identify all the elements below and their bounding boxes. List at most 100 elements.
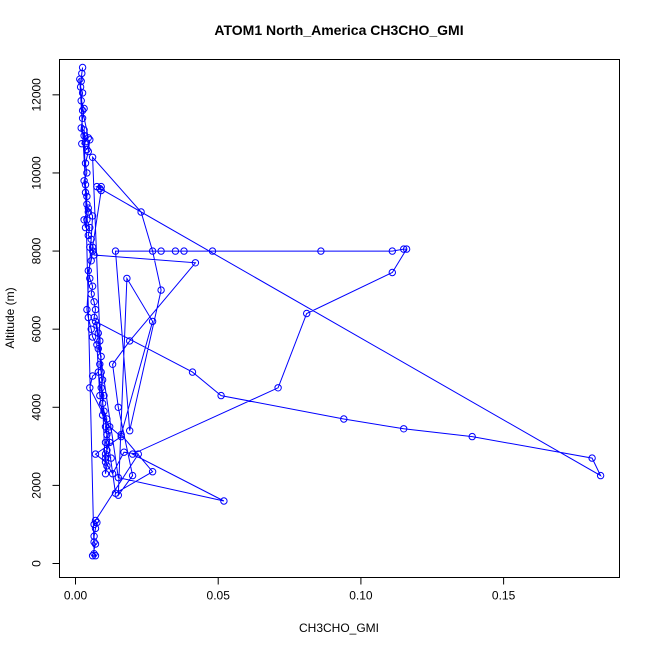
data-point xyxy=(101,470,110,478)
data-point xyxy=(94,368,103,376)
data-point xyxy=(88,282,97,290)
data-point xyxy=(83,216,91,224)
data-point xyxy=(208,247,217,255)
data-point xyxy=(128,450,137,458)
data-point xyxy=(84,266,93,275)
chart-title: ATOM1 North_America CH3CHO_GMI xyxy=(214,22,463,38)
data-point xyxy=(90,313,98,322)
data-point xyxy=(94,345,103,353)
data-point xyxy=(103,446,111,454)
data-point xyxy=(83,200,91,208)
x-tick-label: 0.05 xyxy=(207,589,231,603)
data-point xyxy=(81,159,90,167)
y-tick-label: 2000 xyxy=(30,472,44,499)
data-point xyxy=(303,309,311,318)
data-point xyxy=(400,245,408,253)
data-point xyxy=(84,147,93,156)
data-point xyxy=(90,298,98,306)
data-point xyxy=(83,145,91,154)
data-point xyxy=(91,524,100,533)
data-point xyxy=(97,368,105,376)
data-point xyxy=(100,391,108,400)
data-point xyxy=(98,376,107,384)
data-point xyxy=(103,462,111,470)
data-point xyxy=(96,391,104,400)
y-tick-label: 6000 xyxy=(30,315,44,342)
data-point xyxy=(123,274,131,283)
data-point xyxy=(78,106,87,115)
data-point xyxy=(88,372,97,380)
data-point xyxy=(101,438,110,447)
data-point xyxy=(180,247,188,255)
data-point xyxy=(217,391,225,400)
data-point xyxy=(104,427,113,435)
data-point xyxy=(98,399,107,408)
x-axis: 0.00 0.05 0.10 0.15 xyxy=(64,577,516,603)
data-point xyxy=(86,274,94,283)
data-point xyxy=(340,415,348,423)
data-point xyxy=(126,337,134,345)
data-point xyxy=(86,384,94,392)
data-point xyxy=(88,243,97,251)
data-point xyxy=(88,212,97,220)
data-point xyxy=(274,384,282,392)
data-point xyxy=(93,321,101,329)
data-point xyxy=(88,333,97,341)
data-point xyxy=(126,427,134,435)
data-point xyxy=(596,471,605,480)
data-point xyxy=(78,89,87,97)
data-point xyxy=(106,423,114,431)
data-point xyxy=(91,552,100,560)
data-point xyxy=(402,245,411,253)
data-point xyxy=(77,97,85,105)
x-tick-label: 0.15 xyxy=(492,589,516,603)
data-point xyxy=(117,432,125,441)
data-point xyxy=(86,223,94,232)
data-point xyxy=(97,352,105,361)
data-point xyxy=(96,360,104,368)
plot-frame xyxy=(59,59,620,578)
x-tick-label: 0.10 xyxy=(349,589,373,603)
data-point xyxy=(188,368,197,376)
data-point xyxy=(100,407,108,415)
data-point xyxy=(90,251,98,259)
data-point xyxy=(148,468,157,476)
data-point xyxy=(81,223,90,232)
data-point xyxy=(107,454,115,462)
data-point xyxy=(78,140,86,148)
data-point xyxy=(77,77,85,85)
data-point xyxy=(108,360,117,368)
data-point xyxy=(388,268,396,277)
data-point xyxy=(76,75,84,83)
data-point xyxy=(111,489,120,497)
data-point xyxy=(83,169,91,177)
data-point xyxy=(94,329,103,337)
data-point xyxy=(84,204,93,212)
data-point xyxy=(157,247,165,255)
data-point xyxy=(88,247,97,255)
data-point xyxy=(91,450,100,458)
data-point xyxy=(91,305,100,314)
data-point xyxy=(171,247,180,255)
data-point xyxy=(114,403,123,411)
data-point xyxy=(97,384,105,392)
data-point xyxy=(101,450,110,458)
data-point xyxy=(97,186,105,195)
y-tick-label: 10000 xyxy=(30,156,44,190)
y-axis: 0 2000 4000 6000 8000 10000 12000 xyxy=(30,78,60,567)
data-point xyxy=(80,126,88,134)
y-tick-label: 12000 xyxy=(30,78,44,112)
data-point xyxy=(93,341,101,349)
data-point xyxy=(111,247,120,255)
data-point xyxy=(98,411,107,419)
data-point xyxy=(101,458,110,466)
data-point xyxy=(317,247,325,255)
data-point xyxy=(84,134,93,142)
data-point xyxy=(468,432,476,441)
data-point xyxy=(80,104,88,113)
data-point xyxy=(117,430,125,439)
data-point xyxy=(137,208,145,216)
data-point xyxy=(106,438,114,447)
